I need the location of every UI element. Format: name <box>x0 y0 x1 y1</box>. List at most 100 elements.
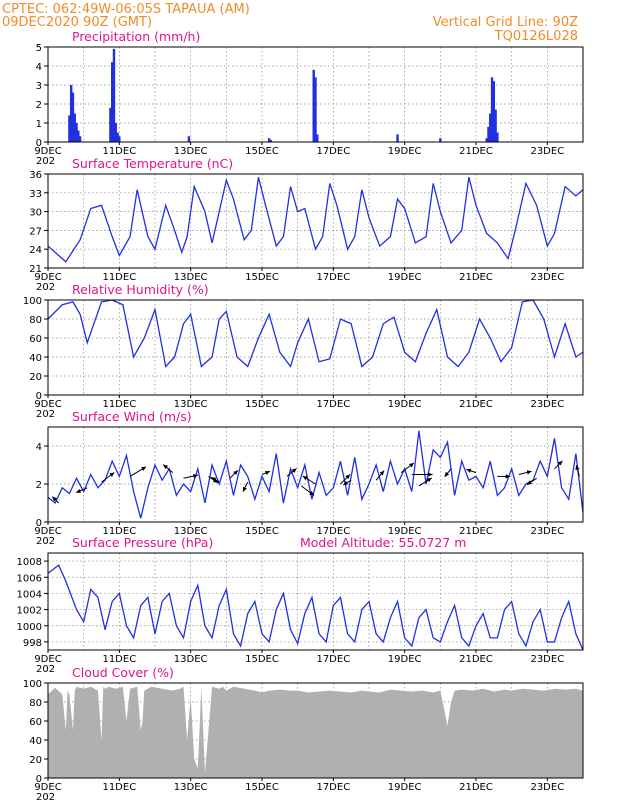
wind-vector-head <box>505 474 511 479</box>
wind-vector-head <box>302 476 308 481</box>
rh-xtick-label: 11DEC <box>102 399 136 410</box>
wind-vector-head <box>309 491 315 496</box>
precip-bar <box>267 138 271 142</box>
wind-vector-head <box>527 480 532 485</box>
precip-bar <box>75 123 78 142</box>
wind-vector-head <box>265 470 270 475</box>
wind-xtick-label: 21DEC <box>459 526 493 537</box>
rh-ytick-label: 60 <box>29 334 42 345</box>
temp-ytick-label: 36 <box>29 170 42 181</box>
precip-bar <box>496 132 499 142</box>
precip-bar <box>487 126 490 142</box>
precip-bar <box>439 138 442 142</box>
rh-ytick-label: 40 <box>29 353 42 364</box>
precip-bar <box>111 62 114 143</box>
temp-xtick-label: 9DEC <box>34 272 61 283</box>
wind-year-label: 202 <box>36 536 55 547</box>
temp-ytick-label: 24 <box>29 245 42 256</box>
pressure-ytick-label: 998 <box>23 638 42 649</box>
rh-xtick-label: 15DEC <box>245 399 279 410</box>
precip-xtick-label: 13DEC <box>174 146 208 157</box>
wind-vector-head <box>213 478 219 483</box>
rh-ytick-label: 80 <box>29 315 42 326</box>
cloud-area <box>48 686 583 778</box>
rh-ytick-label: 0 <box>36 391 42 402</box>
temp-xtick-label: 15DEC <box>245 272 279 283</box>
precip-bar <box>118 136 121 142</box>
wind-vector-head <box>343 480 349 485</box>
wind-vector-head <box>76 488 82 493</box>
pressure-ytick-label: 1000 <box>17 622 42 633</box>
precip-bar <box>490 77 494 142</box>
cloud-ytick-label: 20 <box>29 755 42 766</box>
rh-ytick-label: 20 <box>29 372 42 383</box>
temp-xtick-label: 21DEC <box>459 272 493 283</box>
wind-vector-head <box>52 496 58 502</box>
precip-bar <box>73 113 76 142</box>
pressure-ytick-label: 1008 <box>17 557 42 568</box>
wind-ytick-label: 2 <box>36 480 42 491</box>
cloud-title: Cloud Cover (%) <box>72 665 174 680</box>
wind-xtick-label: 9DEC <box>34 526 61 537</box>
pressure-xtick-label: 15DEC <box>245 654 279 665</box>
cloud-ytick-label: 40 <box>29 736 42 747</box>
precip-ytick-label: 1 <box>36 119 42 130</box>
header-grid-note: Vertical Grid Line: 90Z <box>433 15 578 30</box>
precip-xtick-label: 17DEC <box>316 146 350 157</box>
wind-vector-head <box>428 472 433 477</box>
precip-ytick-label: 2 <box>36 100 42 111</box>
precip-ytick-label: 4 <box>36 62 42 73</box>
wind-vector-head <box>242 486 247 492</box>
temp-ytick-label: 30 <box>29 208 42 219</box>
wind-vector-head <box>345 474 351 480</box>
temp-ytick-label: 27 <box>29 226 42 237</box>
temp-ytick-label: 33 <box>29 189 42 200</box>
precip-year-label: 202 <box>36 156 55 167</box>
wind-vector-head <box>466 468 472 473</box>
rh-year-label: 202 <box>36 409 55 420</box>
precip-bar <box>312 69 315 142</box>
pressure-extra-label: Model Altitude: 55.0727 m <box>300 535 466 550</box>
pressure-xtick-label: 21DEC <box>459 654 493 665</box>
wind-vector-head <box>291 468 297 473</box>
cloud-xtick-label: 15DEC <box>245 782 279 793</box>
wind-xtick-label: 17DEC <box>316 526 350 537</box>
header-model: TQ0126L028 <box>494 29 578 44</box>
cloud-year-label: 202 <box>36 792 55 800</box>
pressure-xtick-label: 23DEC <box>530 654 564 665</box>
cloud-xtick-label: 13DEC <box>174 782 208 793</box>
wind-vector-head <box>444 471 450 477</box>
temp-ytick-label: 21 <box>29 264 42 275</box>
wind-vector-head <box>426 477 432 483</box>
rh-xtick-label: 21DEC <box>459 399 493 410</box>
panels: 0 1 2 3 4 5 9DEC 11DEC 13DEC 15DEC 17DEC 19DEC 21DEC… <box>17 29 584 803</box>
precip-ytick-label: 0 <box>36 138 42 149</box>
pressure-frame <box>47 552 584 651</box>
wind-vector-head <box>163 464 169 470</box>
precip-bar <box>492 81 496 142</box>
precip-xtick-label: 9DEC <box>34 146 61 157</box>
wind-vector-head <box>109 472 115 477</box>
cloud-ytick-label: 60 <box>29 717 42 728</box>
rh-xtick-label: 19DEC <box>388 399 422 410</box>
precip-xtick-label: 19DEC <box>388 146 422 157</box>
precip-bar <box>69 85 73 142</box>
wind-xtick-label: 15DEC <box>245 526 279 537</box>
pressure-title: Surface Pressure (hPa) <box>72 535 213 550</box>
wind-xtick-label: 13DEC <box>174 526 208 537</box>
cloud-xtick-label: 17DEC <box>316 782 350 793</box>
precip-ytick-label: 3 <box>36 81 42 92</box>
temp-xtick-label: 13DEC <box>174 272 208 283</box>
precip-bar <box>112 48 116 142</box>
wind-frame <box>47 426 584 523</box>
wind-ytick-label: 4 <box>36 442 42 453</box>
precip-bar <box>494 109 497 142</box>
cloud-frame <box>47 682 584 779</box>
rh-frame <box>47 299 584 396</box>
temp-title: Surface Temperature (nC) <box>72 156 233 171</box>
temp-xtick-label: 23DEC <box>530 272 564 283</box>
cloud-ytick-label: 0 <box>36 774 42 785</box>
precip-bar <box>68 115 71 142</box>
rh-xtick-label: 17DEC <box>316 399 350 410</box>
cloud-xtick-label: 21DEC <box>459 782 493 793</box>
